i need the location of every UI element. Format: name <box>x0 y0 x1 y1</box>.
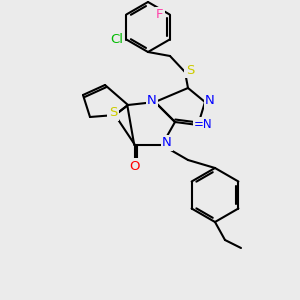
Text: S: S <box>186 64 194 76</box>
Text: O: O <box>130 160 140 172</box>
Text: F: F <box>156 8 164 21</box>
Text: N: N <box>147 94 157 106</box>
Text: N: N <box>205 94 215 107</box>
Text: Cl: Cl <box>110 33 123 46</box>
Text: S: S <box>109 106 117 119</box>
Text: =N: =N <box>194 118 212 131</box>
Text: N: N <box>162 136 172 149</box>
